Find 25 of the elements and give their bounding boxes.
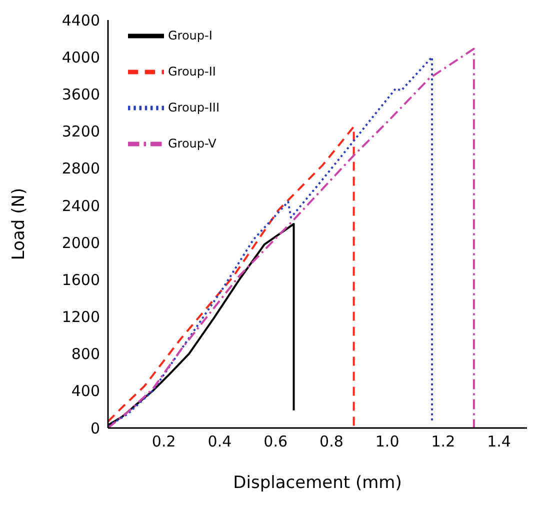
- y-tick-label: 0: [90, 419, 100, 438]
- legend-label: Group-II: [168, 64, 216, 78]
- x-tick-label: 0.8: [320, 432, 344, 451]
- x-tick-label: 1.4: [487, 432, 511, 451]
- y-tick-label: 3600: [62, 86, 100, 104]
- x-axis-title: Displacement (mm): [233, 473, 402, 493]
- x-tick-label: 1.0: [375, 432, 400, 451]
- y-tick-label: 400: [71, 382, 100, 400]
- x-tick-label: 1.2: [431, 432, 456, 451]
- y-tick-label: 4000: [62, 48, 100, 66]
- legend-label: Group-I: [168, 28, 212, 42]
- y-tick-label: 2400: [62, 196, 100, 215]
- y-tick-label: 3200: [62, 122, 100, 141]
- y-tick-label: 1600: [62, 270, 100, 289]
- y-tick-label: 800: [71, 345, 100, 364]
- x-tick-label: 0.4: [208, 432, 232, 451]
- y-tick-label: 2800: [62, 160, 100, 178]
- legend-label: Group-V: [168, 136, 216, 150]
- y-tick-label: 4400: [62, 11, 100, 30]
- x-tick-label: 0.2: [152, 432, 176, 451]
- y-axis-title: Load (N): [9, 188, 30, 260]
- legend-label: Group-III: [168, 100, 220, 114]
- x-tick-label: 0.6: [264, 432, 288, 451]
- y-tick-label: 2000: [62, 234, 100, 252]
- y-tick-label: 1200: [62, 308, 100, 326]
